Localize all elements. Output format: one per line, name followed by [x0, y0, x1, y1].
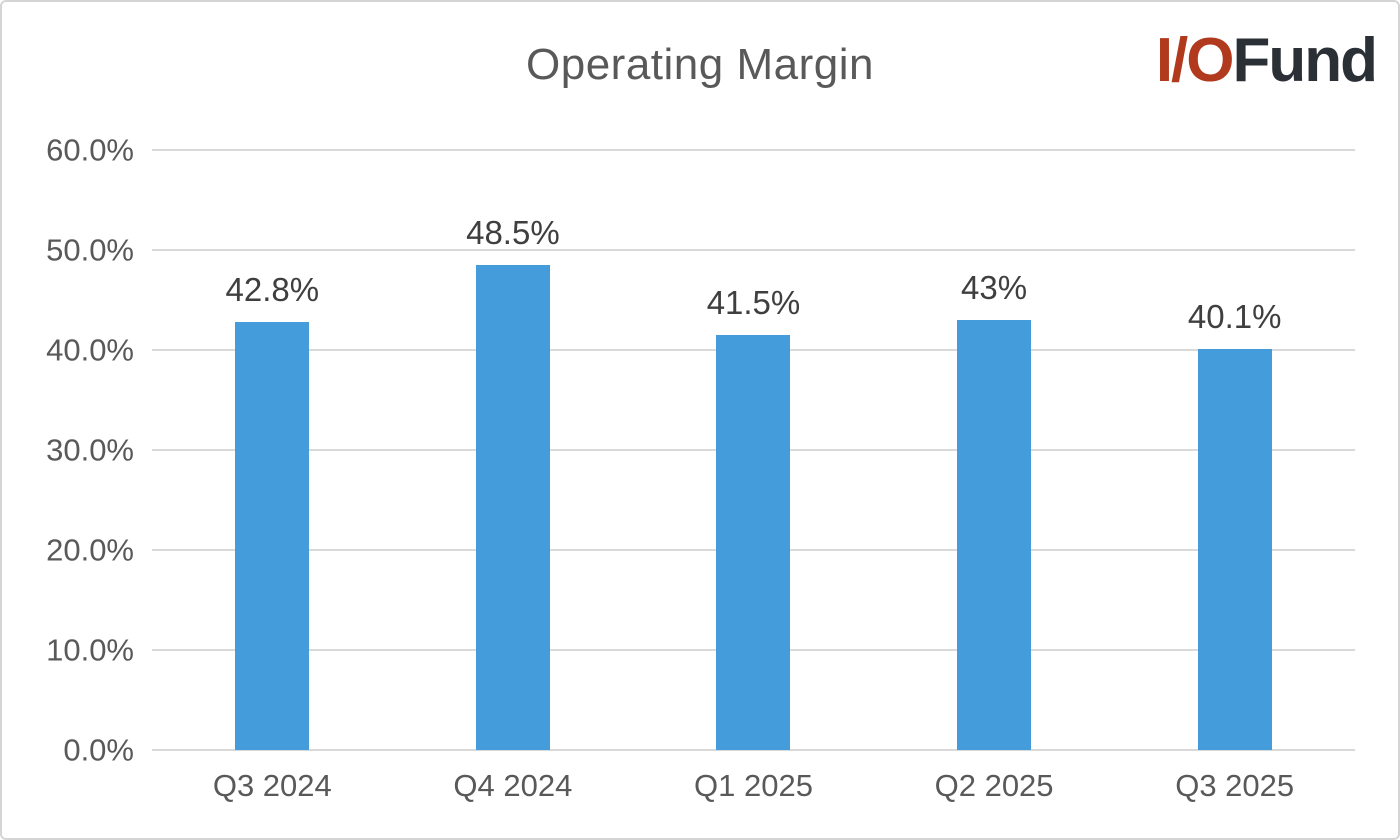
y-tick-label: 0.0% — [63, 732, 134, 768]
gridline — [152, 249, 1355, 251]
x-axis-label: Q1 2025 — [694, 768, 813, 803]
logo-io-text: I/O — [1155, 26, 1235, 95]
bar-q4-2024 — [475, 265, 550, 750]
x-axis-label: Q2 2025 — [934, 768, 1054, 803]
y-tick-label: 40.0% — [46, 332, 134, 368]
plot-area: 0.0% 10.0% 20.0% 30.0% 40.0% 50.0% 60.0% 42.8%… — [2, 135, 1357, 766]
bar-slot: 43% — [874, 150, 1115, 750]
bar-value-label: 43% — [961, 269, 1028, 306]
gridline-row: 60.0% — [2, 135, 1357, 166]
bar-value-label: 40.1% — [1187, 298, 1282, 335]
y-tick-label: 10.0% — [46, 632, 134, 668]
gridline — [152, 749, 1355, 751]
y-tick-label: 30.0% — [46, 432, 134, 468]
bar-value-label: 42.8% — [225, 271, 320, 308]
bar-q1-2025 — [716, 335, 791, 750]
bar-slot: 48.5% — [393, 150, 634, 750]
x-axis-label: Q3 2024 — [212, 768, 332, 803]
x-axis: Q3 2024 Q4 2024 Q1 2025 Q2 2025 Q3 2025 — [152, 768, 1355, 804]
bar-slot: 40.1% — [1114, 150, 1355, 750]
gridline-row: 50.0% — [2, 235, 1357, 266]
gridline-row: 0.0% — [2, 735, 1357, 766]
bar-q3-2025 — [1197, 349, 1272, 750]
x-axis-label: Q3 2025 — [1175, 768, 1295, 803]
logo-fund-text: Fund — [1232, 26, 1378, 95]
bar-series: 42.8% 48.5% 41.5% 43% 40.1% — [152, 150, 1355, 750]
y-tick-label: 50.0% — [46, 232, 134, 268]
bar-slot: 42.8% — [152, 150, 393, 750]
bar-value-label: 41.5% — [706, 284, 801, 321]
gridline — [152, 149, 1355, 151]
bar-slot: 41.5% — [633, 150, 874, 750]
chart-title: Operating Margin — [526, 40, 874, 89]
bar-q3-2024 — [235, 322, 310, 750]
bar-q2-2025 — [957, 320, 1032, 750]
iofund-logo: I/OFund — [1156, 30, 1378, 92]
y-tick-label: 20.0% — [46, 532, 134, 568]
bar-value-label: 48.5% — [466, 214, 560, 251]
x-axis-label: Q4 2024 — [453, 768, 573, 803]
y-tick-label: 60.0% — [46, 132, 134, 168]
